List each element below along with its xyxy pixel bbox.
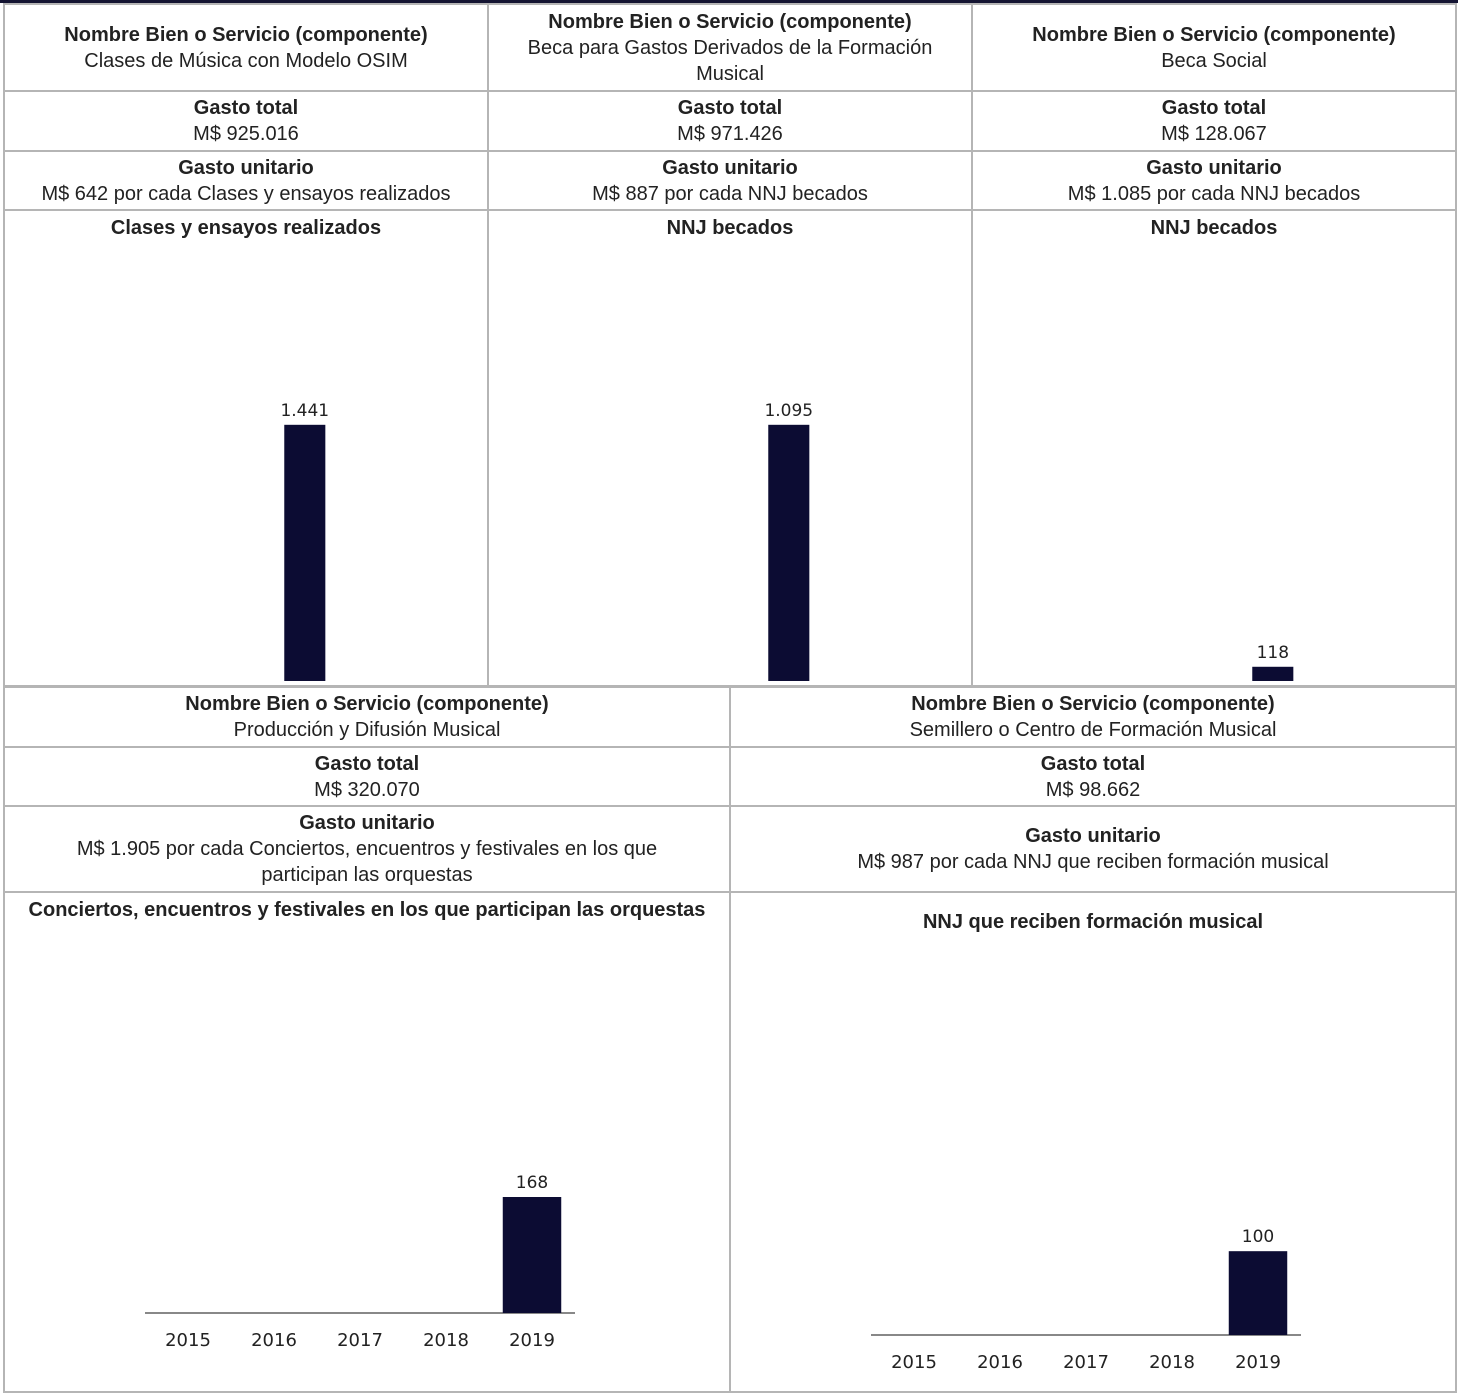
bar-2019 — [1228, 1251, 1288, 1335]
bar-2019 — [502, 1197, 562, 1313]
x-tick-2016: 2016 — [251, 1330, 297, 1351]
total-label: Gasto total — [1161, 97, 1267, 119]
unit-value: M$ 887 por cada NNJ becados — [592, 182, 868, 205]
unit-value: M$ 1.905 por cada Conciertos, encuentros… — [76, 838, 658, 886]
component-name-cell: Nombre Bien o Servicio (componente) Semi… — [729, 686, 1457, 748]
top-border-bar — [0, 0, 1458, 3]
unit-value: M$ 987 por cada NNJ que reciben formació… — [857, 851, 1329, 873]
total-label: Gasto total — [677, 97, 783, 119]
unit-value: M$ 1.085 por cada NNJ becados — [1067, 182, 1361, 205]
component-name-cell: Nombre Bien o Servicio (componente) Prod… — [3, 686, 731, 748]
chart-cell: NNJ becados 20152016201720181182019Monet… — [971, 209, 1457, 687]
total-cost-cell: Gasto total M$ 128.067 — [971, 90, 1457, 152]
bar-2019 — [768, 424, 810, 681]
component-name: Producción y Difusión Musical — [233, 719, 501, 741]
component-name: Semillero o Centro de Formación Musical — [909, 719, 1277, 741]
x-tick-2019: 2019 — [1235, 1352, 1281, 1373]
x-tick-2015: 2015 — [891, 1352, 937, 1373]
data-label-2019: 168 — [516, 1173, 548, 1193]
unit-label: Gasto unitario — [178, 156, 314, 179]
unit-cost-cell: Gasto unitario M$ 887 por cada NNJ becad… — [487, 150, 973, 211]
bar-2019 — [1252, 666, 1294, 681]
total-label: Gasto total — [1040, 752, 1146, 775]
data-label-2019: 100 — [1242, 1227, 1274, 1247]
name-label: Nombre Bien o Servicio (componente) — [185, 693, 549, 715]
total-cost-cell: Gasto total M$ 925.016 — [3, 90, 489, 152]
unit-label: Gasto unitario — [1146, 156, 1282, 179]
component-name-cell: Nombre Bien o Servicio (componente) Beca… — [971, 3, 1457, 92]
total-cost-cell: Gasto total M$ 971.426 — [487, 90, 973, 152]
name-label: Nombre Bien o Servicio (componente) — [64, 23, 428, 46]
unit-value: M$ 642 por cada Clases y ensayos realiza… — [41, 182, 451, 205]
chart-cell: Conciertos, encuentros y festivales en l… — [3, 891, 731, 1393]
unit-label: Gasto unitario — [662, 156, 798, 179]
data-label-2019: 118 — [1257, 643, 1289, 663]
chart-title: NNJ que reciben formación musical — [922, 911, 1264, 933]
component-name-cell: Nombre Bien o Servicio (componente) Clas… — [3, 3, 489, 92]
bar-chart: 20152016201720181.4412019Capacitaciones … — [280, 401, 329, 681]
component-name: Clases de Música con Modelo OSIM — [84, 49, 408, 72]
x-tick-2018: 2018 — [1149, 1352, 1195, 1373]
bar-2019 — [284, 424, 326, 681]
unit-cost-cell: Gasto unitario M$ 987 por cada NNJ que r… — [729, 805, 1457, 893]
total-value: M$ 320.070 — [314, 778, 420, 801]
data-label-2019: 1.441 — [280, 401, 329, 421]
total-value: M$ 128.067 — [1161, 123, 1267, 145]
x-tick-2016: 2016 — [977, 1352, 1023, 1373]
chart-cell: Clases y ensayos realizados 201520162017… — [3, 209, 489, 687]
x-tick-2017: 2017 — [1063, 1352, 1109, 1373]
component-name-cell: Nombre Bien o Servicio (componente) Beca… — [487, 3, 973, 92]
x-tick-2018: 2018 — [423, 1330, 469, 1351]
chart-title: Conciertos, encuentros y festivales en l… — [28, 899, 706, 921]
name-label: Nombre Bien o Servicio (componente) — [1032, 23, 1396, 46]
total-label: Gasto total — [193, 97, 299, 119]
x-tick-2015: 2015 — [165, 1330, 211, 1351]
components-table-top: Nombre Bien o Servicio (componente) Clas… — [3, 3, 1457, 687]
unit-cost-cell: Gasto unitario M$ 1.905 por cada Concier… — [3, 805, 731, 893]
unit-cost-cell: Gasto unitario M$ 1.085 por cada NNJ bec… — [971, 150, 1457, 211]
chart-cell: NNJ que reciben formación musical 2015 20… — [729, 891, 1457, 1393]
unit-label: Gasto unitario — [299, 812, 435, 834]
total-value: M$ 925.016 — [193, 123, 299, 145]
chart-cell: NNJ becados 20152016201720181.0952019Mon… — [487, 209, 973, 687]
data-label-2019: 1.095 — [764, 401, 813, 421]
unit-label: Gasto unitario — [1025, 825, 1161, 847]
name-label: Nombre Bien o Servicio (componente) — [911, 693, 1275, 715]
component-name: Beca para Gastos Derivados de la Formaci… — [527, 36, 933, 85]
component-name: Beca Social — [1161, 49, 1267, 72]
bar-chart: 20152016201720181682019Otro — [145, 1173, 575, 1351]
x-tick-2017: 2017 — [337, 1330, 383, 1351]
x-tick-2019: 2019 — [509, 1330, 555, 1351]
chart-title: NNJ becados — [666, 217, 794, 239]
bar-chart: 20152016201720181002019Capacitaciones / … — [871, 1227, 1301, 1373]
total-cost-cell: Gasto total M$ 320.070 — [3, 746, 731, 807]
components-table-bottom: Nombre Bien o Servicio (componente) Prod… — [3, 686, 1457, 1393]
unit-cost-cell: Gasto unitario M$ 642 por cada Clases y … — [3, 150, 489, 211]
total-value: M$ 971.426 — [677, 123, 783, 145]
chart-title: Clases y ensayos realizados — [110, 217, 382, 239]
name-label: Nombre Bien o Servicio (componente) — [548, 10, 912, 33]
bar-chart: 20152016201720181182019Monetario — [1252, 643, 1294, 681]
total-label: Gasto total — [314, 752, 420, 775]
total-value: M$ 98.662 — [1045, 778, 1141, 801]
chart-title: NNJ becados — [1150, 217, 1278, 239]
total-cost-cell: Gasto total M$ 98.662 — [729, 746, 1457, 807]
